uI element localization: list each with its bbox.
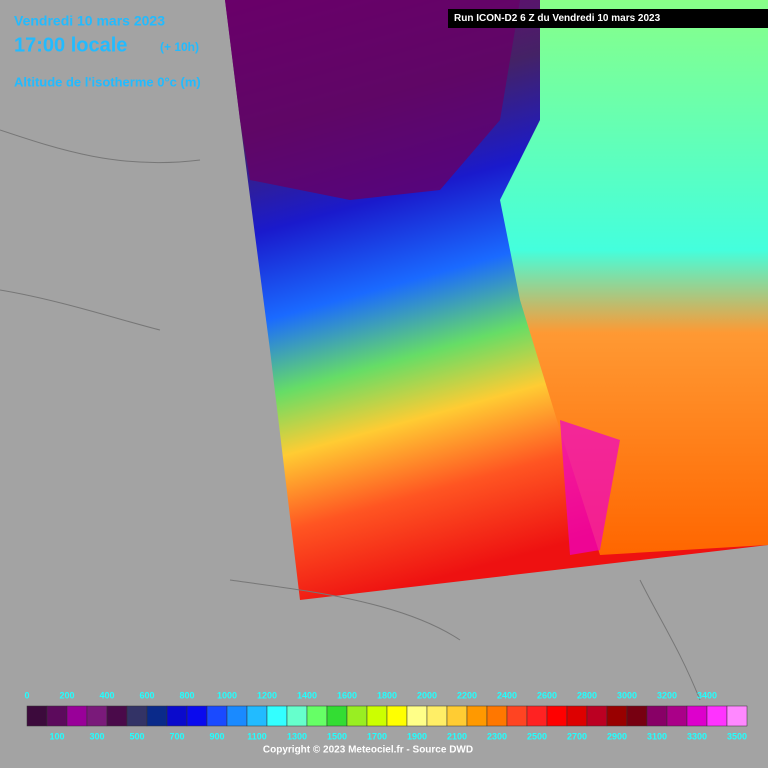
- legend-swatch: [186, 705, 208, 727]
- parameter: Altitude de l'isotherme 0°c (m): [14, 74, 201, 89]
- legend-label: 1900: [407, 731, 427, 741]
- region-alps: [560, 420, 620, 555]
- legend-label: 500: [129, 731, 144, 741]
- date: Vendredi 10 mars 2023: [14, 13, 165, 29]
- legend-swatch: [586, 705, 608, 727]
- legend-label: 3400: [697, 690, 717, 700]
- time-offset: (+ 10h): [160, 40, 199, 54]
- legend-label: 1700: [367, 731, 387, 741]
- run-info: Run ICON-D2 6 Z du Vendredi 10 mars 2023: [454, 13, 661, 24]
- legend-label: 700: [169, 731, 184, 741]
- legend-label: 1200: [257, 690, 277, 700]
- legend-swatch: [326, 705, 348, 727]
- legend-label: 1800: [377, 690, 397, 700]
- legend-label: 3500: [727, 731, 747, 741]
- legend-label: 3300: [687, 731, 707, 741]
- legend-label: 600: [139, 690, 154, 700]
- legend-label: 0: [24, 690, 29, 700]
- legend-swatch: [86, 705, 108, 727]
- legend-label: 3100: [647, 731, 667, 741]
- legend-label: 1000: [217, 690, 237, 700]
- legend-label: 1300: [287, 731, 307, 741]
- legend-swatch: [126, 705, 148, 727]
- copyright: Copyright © 2023 Meteociel.fr - Source D…: [263, 745, 473, 756]
- legend-swatch: [246, 705, 268, 727]
- legend-swatch: [406, 705, 428, 727]
- legend-swatch: [146, 705, 168, 727]
- borders: [0, 129, 701, 701]
- legend-swatch: [26, 705, 48, 727]
- legend-swatch: [646, 705, 668, 727]
- legend-swatch: [226, 705, 248, 727]
- region-north: [225, 0, 520, 200]
- legend-label: 2300: [487, 731, 507, 741]
- legend-swatch: [686, 705, 708, 727]
- legend-label: 1500: [327, 731, 347, 741]
- legend-swatch: [446, 705, 468, 727]
- legend-label: 2800: [577, 690, 597, 700]
- legend-label: 400: [99, 690, 114, 700]
- legend-label: 3200: [657, 690, 677, 700]
- legend-label: 2700: [567, 731, 587, 741]
- legend-swatch: [366, 705, 388, 727]
- legend: 0 100 200 300 400 500 600 700 800 900 1000 1100 1200…: [24, 690, 748, 741]
- legend-swatch: [506, 705, 528, 727]
- legend-swatch: [566, 705, 588, 727]
- legend-swatch: [206, 705, 228, 727]
- legend-label: 200: [59, 690, 74, 700]
- legend-swatch: [486, 705, 508, 727]
- run-banner: [448, 9, 768, 28]
- legend-swatch: [546, 705, 568, 727]
- legend-label: 2600: [537, 690, 557, 700]
- model-domain-east: [500, 0, 768, 555]
- legend-swatch: [526, 705, 548, 727]
- legend-swatch: [386, 705, 408, 727]
- legend-swatch: [106, 705, 128, 727]
- legend-label: 2400: [497, 690, 517, 700]
- time: 17:00 locale: [14, 34, 127, 56]
- legend-swatch: [666, 705, 688, 727]
- legend-label: 2000: [417, 690, 437, 700]
- legend-label: 1100: [247, 731, 267, 741]
- legend-label: 1600: [337, 690, 357, 700]
- legend-label: 1400: [297, 690, 317, 700]
- legend-label: 2900: [607, 731, 627, 741]
- legend-swatch: [346, 705, 368, 727]
- legend-label: 300: [89, 731, 104, 741]
- legend-swatch: [466, 705, 488, 727]
- legend-label: 900: [209, 731, 224, 741]
- legend-label: 3000: [617, 690, 637, 700]
- legend-label: 2200: [457, 690, 477, 700]
- legend-swatch: [306, 705, 328, 727]
- legend-swatch: [266, 705, 288, 727]
- legend-swatch: [286, 705, 308, 727]
- legend-swatch: [66, 705, 88, 727]
- legend-label: 800: [179, 690, 194, 700]
- legend-swatch: [46, 705, 68, 727]
- legend-swatch: [426, 705, 448, 727]
- legend-label: 2100: [447, 731, 467, 741]
- legend-swatch: [706, 705, 728, 727]
- legend-swatch: [626, 705, 648, 727]
- legend-label: 100: [49, 731, 64, 741]
- legend-swatch: [726, 705, 748, 727]
- legend-label: 2500: [527, 731, 547, 741]
- legend-swatch: [166, 705, 188, 727]
- legend-swatch: [606, 705, 628, 727]
